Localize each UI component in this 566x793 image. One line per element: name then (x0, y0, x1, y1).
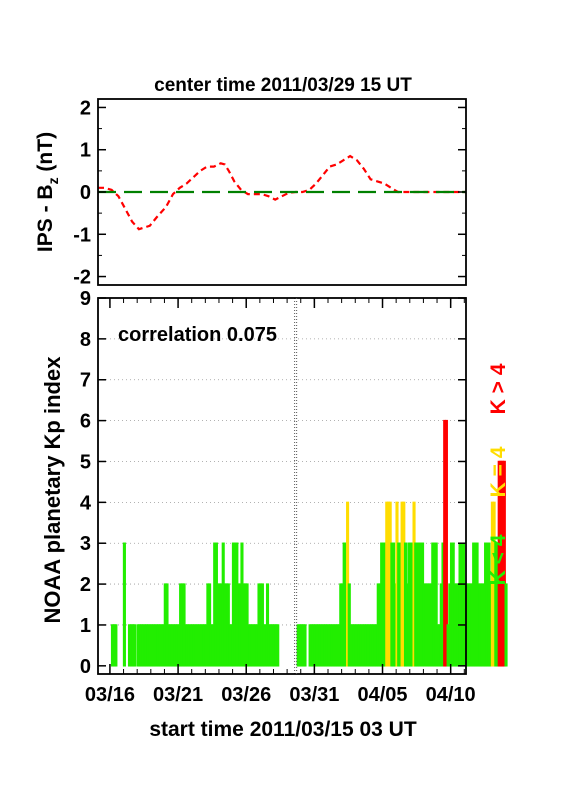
kp-bar (444, 419, 448, 667)
kp-x-tick-label: 03/16 (85, 684, 135, 706)
kp-y-tick-label: 3 (80, 533, 91, 555)
kp-x-tick-label: 04/10 (426, 684, 476, 706)
kp-legend-entry-0: K < 4 (487, 534, 510, 585)
kp-x-axis-label: start time 2011/03/15 03 UT (149, 718, 417, 741)
bz-y-tick-label: 2 (80, 97, 91, 119)
kp-y-tick-label: 7 (80, 370, 91, 392)
bz-y-tick-label: 1 (80, 140, 91, 162)
kp-bar (504, 583, 508, 667)
bz-series (98, 154, 466, 231)
kp-grid (98, 338, 466, 626)
bz-series-line-0 (98, 154, 466, 231)
kp-y-tick-label: 2 (80, 574, 91, 596)
kp-bar (276, 624, 280, 667)
kp-bar (122, 542, 126, 667)
kp-x-tick-label: 03/31 (289, 684, 339, 706)
bz-y-tick-label: -2 (73, 267, 91, 289)
bz-y-tick-label: -1 (73, 224, 91, 246)
kp-y-axis-label: NOAA planetary Kp index (40, 356, 65, 624)
kp-bar (502, 460, 506, 667)
bz-y-tick-label: 0 (80, 182, 91, 204)
kp-y-tick-label: 5 (80, 451, 91, 473)
correlation-label: correlation 0.075 (118, 324, 277, 346)
kp-y-tick-label: 0 (80, 656, 91, 678)
bz-y-ticks: 2 1 0 -1 -2 (73, 97, 466, 289)
kp-bar (434, 542, 438, 667)
bz-y-axis-label: IPS - Bz (nT) (34, 132, 61, 252)
kp-y-tick-label: 1 (80, 615, 91, 637)
bz-panel-title: center time 2011/03/29 15 UT (154, 75, 412, 96)
bz-panel: center time 2011/03/29 15 UT 2 1 0 -1 -2 IPS… (34, 75, 467, 289)
kp-bar (114, 624, 118, 667)
kp-y-tick-label: 8 (80, 329, 91, 351)
kp-bar (133, 624, 137, 667)
kp-y-ticks: 9 8 7 6 5 4 3 2 1 0 (80, 288, 466, 678)
kp-x-tick-label: 03/21 (153, 684, 203, 706)
kp-bar (303, 624, 307, 667)
kp-y-tick-label: 4 (80, 492, 92, 514)
kp-x-ticks: 03/16 03/21 03/26 03/31 04/05 04/10 (85, 298, 476, 706)
kp-legend-entry-1: K = 4 (487, 446, 510, 497)
kp-y-tick-label: 6 (80, 411, 91, 433)
kp-legend-entry-2: K > 4 (487, 363, 510, 414)
kp-y-tick-label: 9 (80, 288, 91, 310)
kp-plot-frame (97, 297, 467, 675)
kp-x-tick-label: 03/26 (221, 684, 271, 706)
kp-legend: K < 4 K = 4 K > 4 (487, 363, 510, 585)
kp-x-tick-label: 04/05 (357, 684, 407, 706)
kp-bars (110, 419, 508, 667)
